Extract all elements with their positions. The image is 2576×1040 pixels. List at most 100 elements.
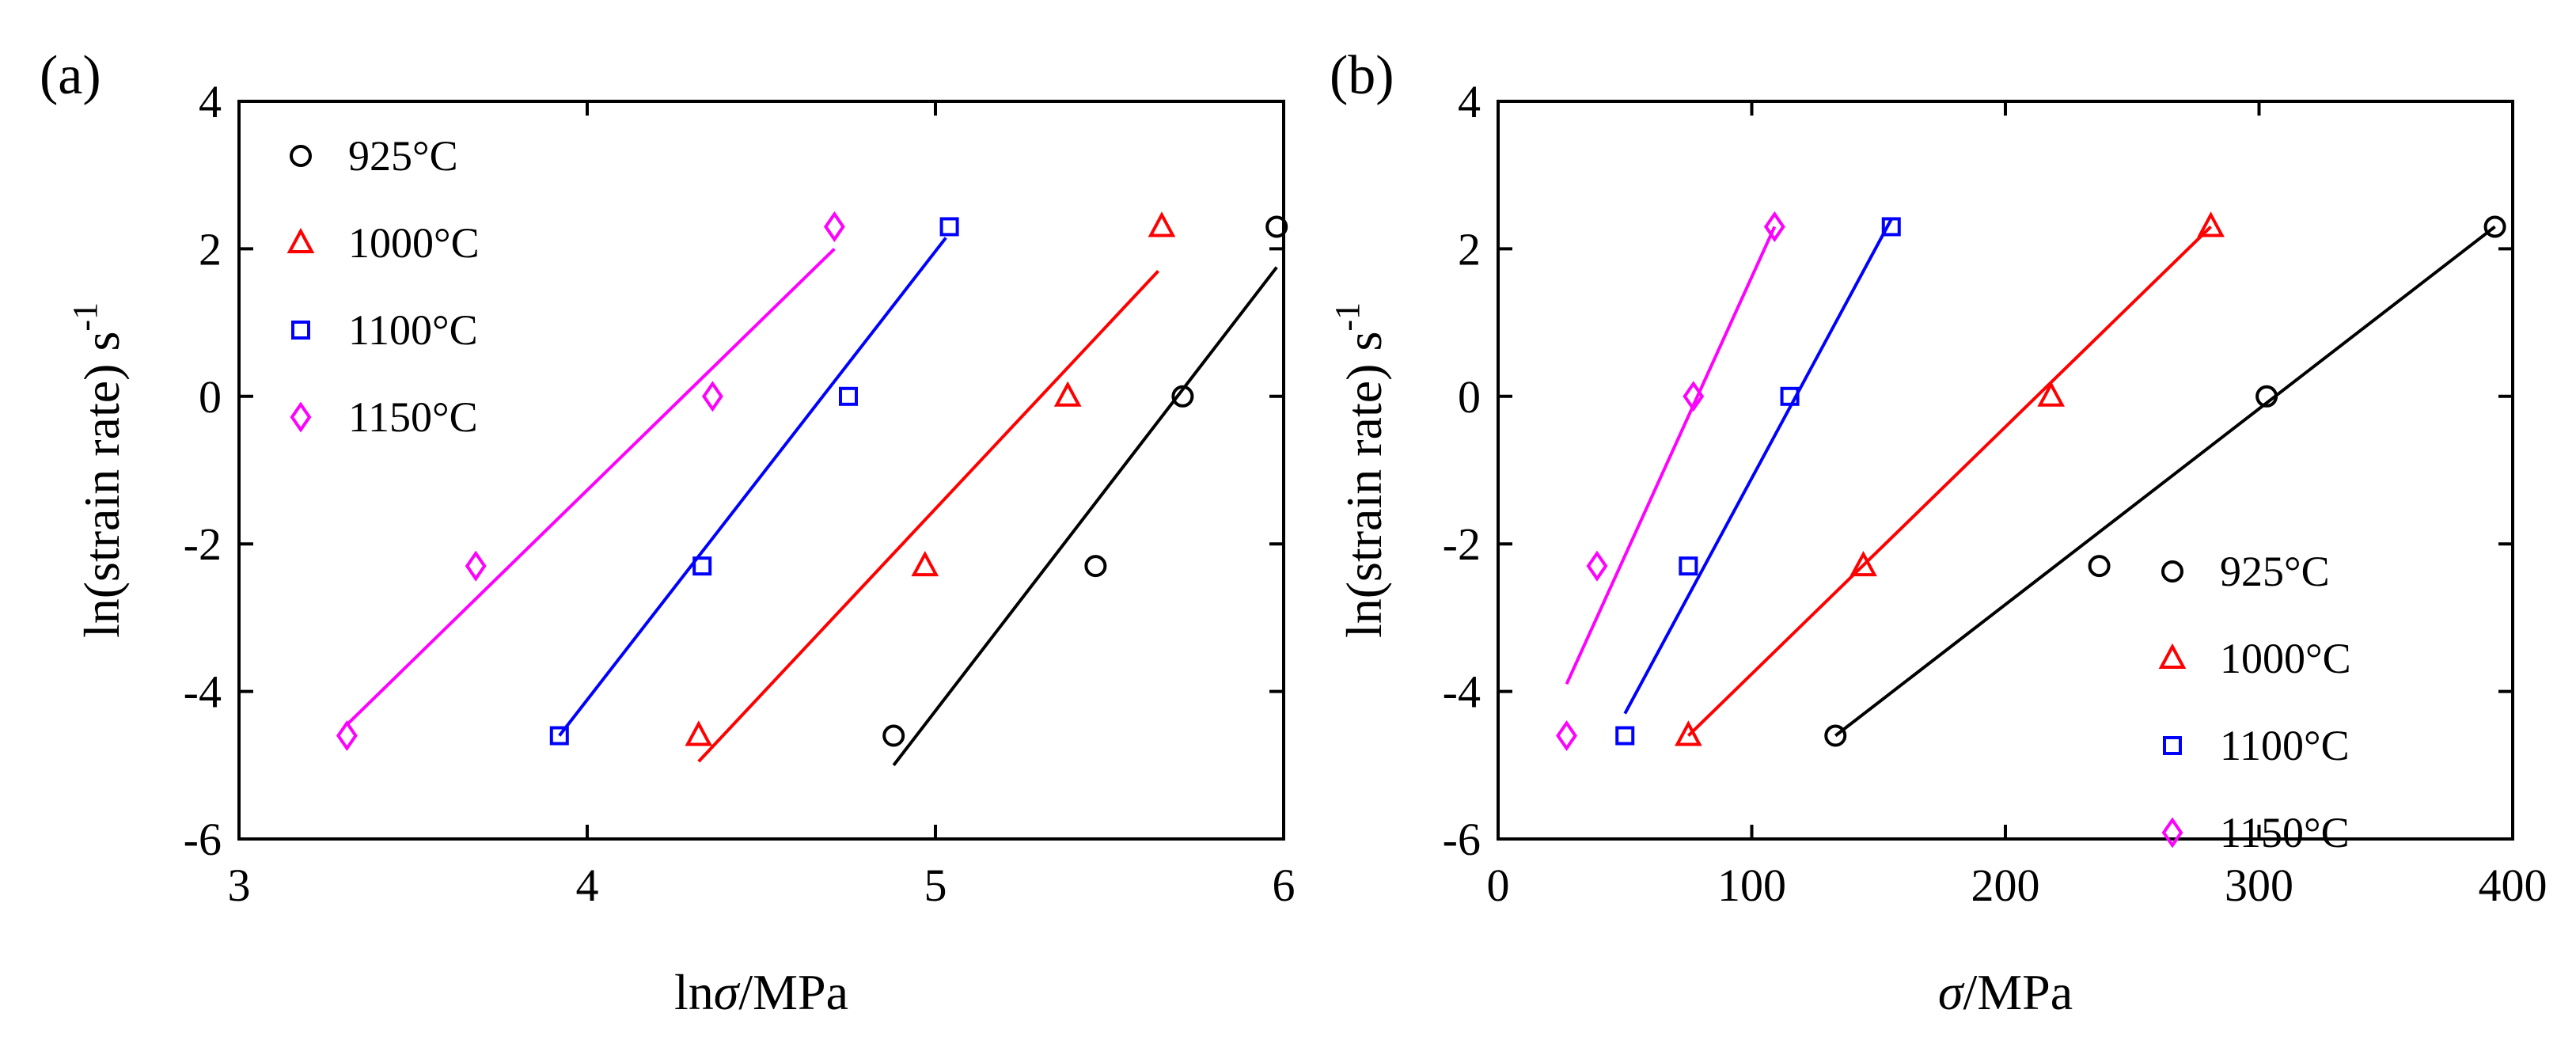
y-axis-label-main: ln(strain rate) s bbox=[1336, 332, 1392, 638]
data-point bbox=[685, 720, 713, 746]
data-point bbox=[1679, 556, 1698, 576]
legend-marker bbox=[290, 401, 312, 433]
x-axis-label: σ/MPa bbox=[1938, 964, 2073, 1020]
data-point bbox=[2088, 555, 2111, 578]
x-axis-label-unit: /MPa bbox=[1963, 964, 2073, 1020]
plot-frame bbox=[237, 100, 1285, 841]
data-point bbox=[939, 217, 959, 237]
fit-line bbox=[1686, 226, 2213, 737]
y-axis-label-main: ln(strain rate) s bbox=[74, 332, 130, 638]
fit-line bbox=[697, 269, 1160, 763]
legend-marker bbox=[290, 145, 312, 167]
y-tick-label: -2 bbox=[1443, 518, 1481, 570]
y-tick-label: 4 bbox=[199, 76, 222, 127]
fit-line bbox=[346, 247, 836, 726]
legend-label: 1100°C bbox=[2220, 722, 2350, 769]
x-axis-label-var: σ bbox=[1938, 964, 1965, 1020]
x-axis-label-main: ln bbox=[674, 964, 714, 1020]
data-point bbox=[1084, 555, 1107, 578]
panel-label: (b) bbox=[1330, 45, 1394, 106]
fit-line bbox=[1834, 225, 2496, 738]
data-point bbox=[1171, 385, 1194, 408]
x-tick-label: 100 bbox=[1717, 860, 1786, 911]
fit-line bbox=[1623, 218, 1893, 715]
data-point bbox=[1265, 215, 1288, 238]
x-tick-label: 4 bbox=[576, 860, 599, 911]
data-point bbox=[1881, 217, 1901, 237]
legend-marker bbox=[2163, 736, 2182, 755]
y-axis-label: ln(strain rate) s-1 bbox=[66, 302, 130, 638]
x-tick-label: 200 bbox=[1971, 860, 2040, 911]
data-point bbox=[1586, 550, 1608, 582]
series-1 bbox=[1675, 211, 2225, 746]
legend-label: 1150°C bbox=[2220, 809, 2350, 856]
data-point bbox=[1849, 550, 1877, 577]
legend-label: 1000°C bbox=[348, 219, 480, 267]
data-point bbox=[2483, 215, 2506, 238]
legend-marker bbox=[2161, 817, 2183, 848]
legend-label: 925°C bbox=[348, 132, 458, 180]
fit-line bbox=[1565, 226, 1777, 685]
y-tick-label: 2 bbox=[1458, 223, 1481, 275]
data-point bbox=[692, 556, 712, 576]
y-tick-label: -2 bbox=[184, 518, 222, 570]
data-point bbox=[1148, 211, 1176, 237]
data-point bbox=[2255, 385, 2278, 408]
series-2 bbox=[1615, 217, 1901, 746]
data-point bbox=[1683, 381, 1705, 412]
y-tick-label: -6 bbox=[1443, 814, 1481, 865]
x-axis-label: lnσ/MPa bbox=[674, 964, 848, 1020]
data-point bbox=[2037, 381, 2066, 407]
y-tick-label: -4 bbox=[184, 666, 222, 718]
data-point bbox=[2197, 211, 2225, 237]
data-point bbox=[1780, 386, 1800, 406]
series-0 bbox=[882, 215, 1288, 767]
chart-panel-b: (b) 0 100 200 300 400 -6 -4 -2 0 2 4 σ/MPa ln(strain … bbox=[1328, 45, 2548, 1020]
legend-label: 925°C bbox=[2220, 548, 2330, 595]
data-point bbox=[1556, 719, 1577, 752]
data-point bbox=[1675, 720, 1702, 746]
y-axis-label: ln(strain rate) s-1 bbox=[1328, 302, 1392, 638]
series-3 bbox=[1556, 211, 1785, 752]
x-tick-label: 3 bbox=[228, 860, 251, 911]
legend-label: 1000°C bbox=[2220, 635, 2351, 682]
y-tick-label: 0 bbox=[1458, 371, 1481, 423]
data-point bbox=[882, 724, 905, 747]
legend-label: 1100°C bbox=[348, 306, 478, 354]
series-1 bbox=[685, 211, 1176, 763]
series-2 bbox=[549, 217, 959, 746]
series-3 bbox=[336, 211, 845, 752]
y-tick-label: 2 bbox=[199, 223, 222, 275]
x-tick-label: 6 bbox=[1273, 860, 1296, 911]
data-point bbox=[465, 550, 487, 582]
panel-label: (a) bbox=[40, 45, 101, 106]
data-point bbox=[1053, 381, 1082, 407]
x-tick-label: 0 bbox=[1487, 860, 1510, 911]
data-point bbox=[701, 381, 723, 412]
legend-marker bbox=[2161, 560, 2183, 583]
legend-label: 1150°C bbox=[348, 393, 478, 441]
x-tick-label: 300 bbox=[2225, 860, 2293, 911]
data-point bbox=[823, 211, 845, 242]
x-tick-label: 5 bbox=[924, 860, 947, 911]
data-point bbox=[911, 550, 939, 577]
data-point bbox=[1615, 726, 1635, 746]
legend-marker bbox=[291, 321, 310, 340]
legend-marker bbox=[286, 227, 315, 253]
x-axis-label-unit: /MPa bbox=[738, 964, 848, 1020]
y-axis-label-sup: -1 bbox=[66, 302, 104, 332]
data-point bbox=[839, 386, 858, 406]
y-tick-label: 0 bbox=[199, 371, 222, 423]
fit-line bbox=[892, 266, 1278, 767]
plot-frame bbox=[1497, 100, 2514, 841]
y-tick-label: -6 bbox=[184, 814, 222, 865]
legend-marker bbox=[2158, 643, 2187, 669]
x-tick-label: 400 bbox=[2479, 860, 2548, 911]
data-point bbox=[1824, 724, 1847, 747]
fit-line bbox=[558, 237, 947, 737]
y-tick-label: 4 bbox=[1458, 76, 1481, 127]
chart-panel-a: (a) 3 4 5 6 -6 -4 -2 0 2 4 lnσ/MPa ln(strain rate) s… bbox=[40, 45, 1296, 1020]
x-axis-label-var: σ bbox=[714, 964, 741, 1020]
data-point bbox=[549, 726, 569, 746]
